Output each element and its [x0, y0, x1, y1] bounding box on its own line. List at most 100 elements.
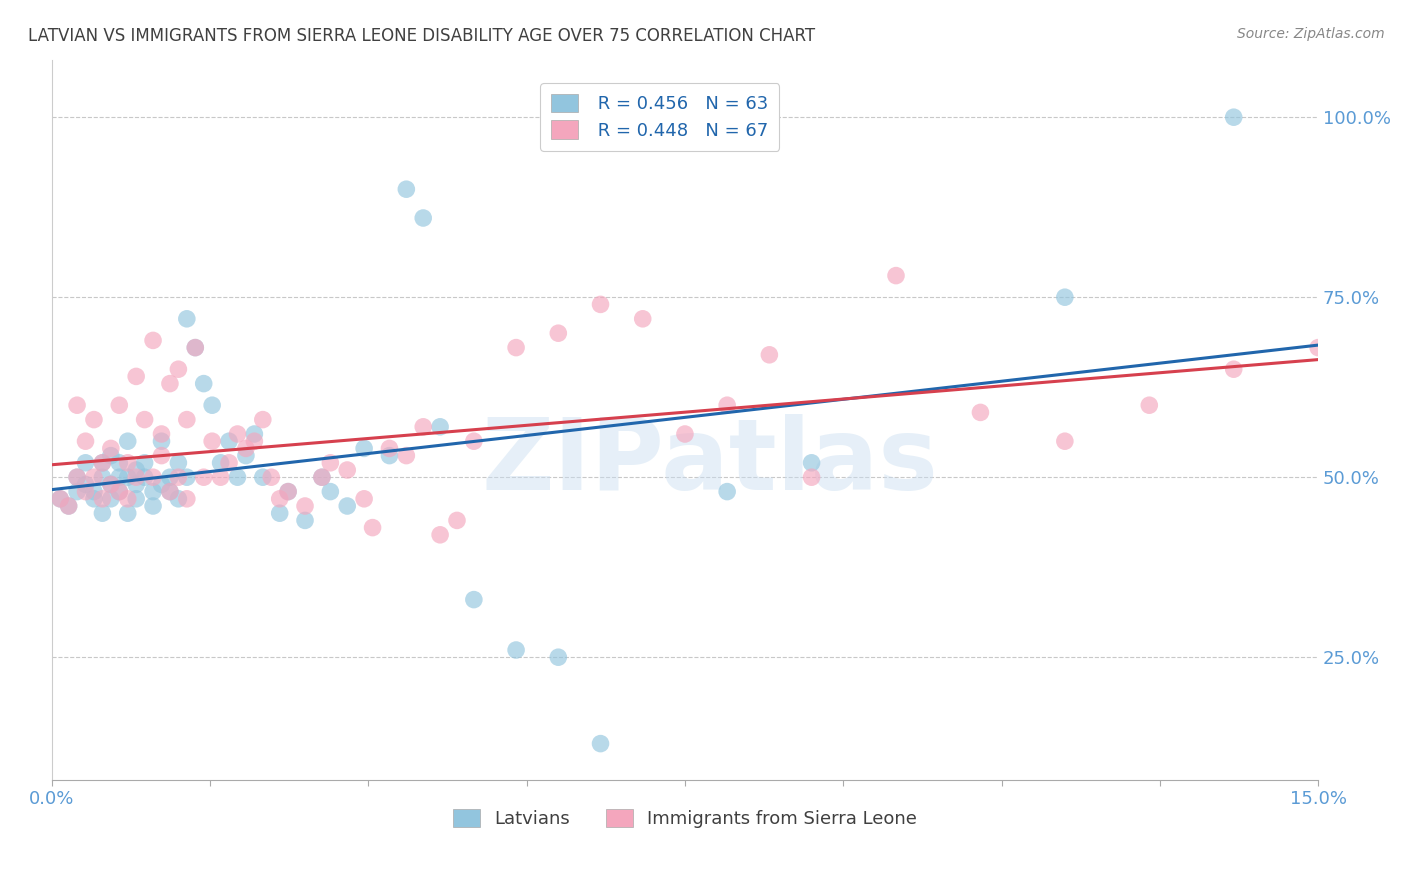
- Point: [260, 470, 283, 484]
- Point: [108, 484, 131, 499]
- Point: [83, 412, 105, 426]
- Point: [91, 456, 114, 470]
- Point: [176, 470, 198, 484]
- Point: [446, 513, 468, 527]
- Point: [66, 484, 89, 499]
- Point: [125, 463, 148, 477]
- Point: [311, 470, 333, 484]
- Point: [125, 470, 148, 484]
- Point: [378, 449, 401, 463]
- Point: [117, 506, 139, 520]
- Point: [49, 491, 72, 506]
- Point: [75, 484, 97, 499]
- Point: [209, 456, 232, 470]
- Point: [353, 442, 375, 456]
- Point: [226, 470, 249, 484]
- Point: [150, 477, 173, 491]
- Point: [463, 592, 485, 607]
- Point: [167, 470, 190, 484]
- Point: [1053, 434, 1076, 449]
- Point: [547, 650, 569, 665]
- Point: [91, 491, 114, 506]
- Point: [176, 311, 198, 326]
- Point: [142, 484, 165, 499]
- Point: [91, 470, 114, 484]
- Point: [395, 182, 418, 196]
- Point: [277, 484, 299, 499]
- Point: [1222, 362, 1244, 376]
- Point: [159, 470, 181, 484]
- Point: [218, 434, 240, 449]
- Point: [1053, 290, 1076, 304]
- Point: [547, 326, 569, 341]
- Point: [108, 456, 131, 470]
- Point: [294, 513, 316, 527]
- Point: [226, 427, 249, 442]
- Point: [800, 470, 823, 484]
- Point: [269, 491, 291, 506]
- Text: Source: ZipAtlas.com: Source: ZipAtlas.com: [1237, 27, 1385, 41]
- Point: [716, 398, 738, 412]
- Point: [201, 434, 224, 449]
- Point: [66, 398, 89, 412]
- Point: [336, 499, 359, 513]
- Point: [125, 369, 148, 384]
- Point: [252, 412, 274, 426]
- Point: [193, 376, 215, 391]
- Point: [75, 477, 97, 491]
- Point: [631, 311, 654, 326]
- Point: [193, 470, 215, 484]
- Point: [108, 398, 131, 412]
- Point: [75, 434, 97, 449]
- Point: [353, 491, 375, 506]
- Point: [150, 449, 173, 463]
- Point: [235, 449, 257, 463]
- Point: [125, 491, 148, 506]
- Point: [117, 470, 139, 484]
- Point: [294, 499, 316, 513]
- Point: [117, 434, 139, 449]
- Point: [412, 419, 434, 434]
- Point: [319, 484, 342, 499]
- Point: [716, 484, 738, 499]
- Point: [142, 470, 165, 484]
- Point: [66, 470, 89, 484]
- Point: [505, 341, 527, 355]
- Point: [395, 449, 418, 463]
- Point: [142, 499, 165, 513]
- Point: [117, 456, 139, 470]
- Point: [150, 427, 173, 442]
- Point: [184, 341, 207, 355]
- Legend: Latvians, Immigrants from Sierra Leone: Latvians, Immigrants from Sierra Leone: [446, 802, 925, 836]
- Point: [1308, 341, 1330, 355]
- Point: [969, 405, 991, 419]
- Point: [311, 470, 333, 484]
- Point: [319, 456, 342, 470]
- Point: [58, 499, 80, 513]
- Point: [134, 412, 156, 426]
- Point: [218, 456, 240, 470]
- Text: ZIPatlas: ZIPatlas: [482, 414, 939, 511]
- Point: [134, 470, 156, 484]
- Point: [201, 398, 224, 412]
- Point: [429, 419, 451, 434]
- Point: [589, 737, 612, 751]
- Point: [378, 442, 401, 456]
- Point: [75, 456, 97, 470]
- Point: [800, 456, 823, 470]
- Point: [412, 211, 434, 225]
- Point: [66, 470, 89, 484]
- Point: [159, 484, 181, 499]
- Point: [589, 297, 612, 311]
- Text: LATVIAN VS IMMIGRANTS FROM SIERRA LEONE DISABILITY AGE OVER 75 CORRELATION CHART: LATVIAN VS IMMIGRANTS FROM SIERRA LEONE …: [28, 27, 815, 45]
- Point: [673, 427, 696, 442]
- Point: [167, 362, 190, 376]
- Point: [125, 477, 148, 491]
- Point: [100, 477, 122, 491]
- Point: [91, 506, 114, 520]
- Point: [243, 434, 266, 449]
- Point: [100, 491, 122, 506]
- Point: [91, 456, 114, 470]
- Point: [117, 491, 139, 506]
- Point: [176, 491, 198, 506]
